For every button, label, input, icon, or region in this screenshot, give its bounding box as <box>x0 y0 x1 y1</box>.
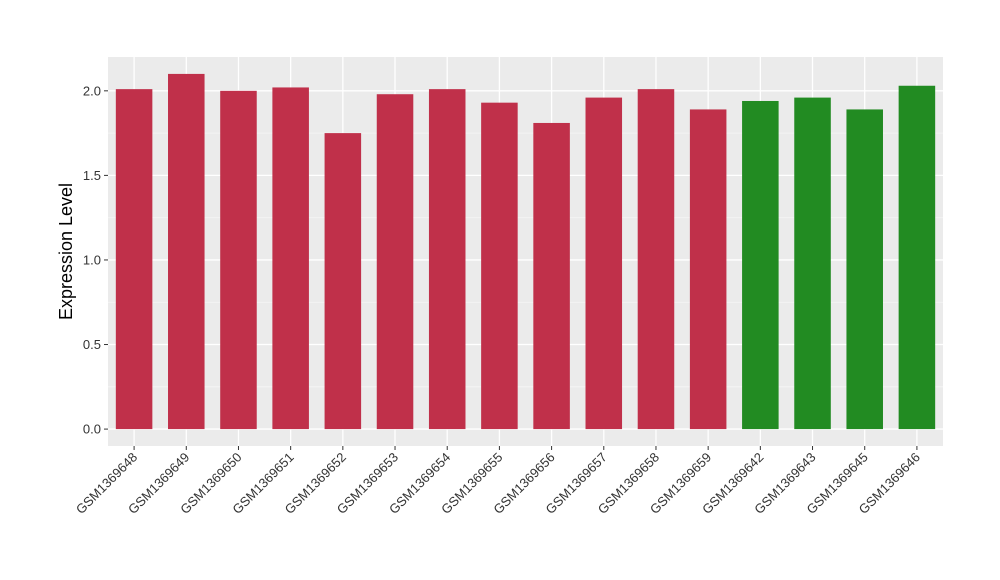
y-tick-label: 0.0 <box>83 422 101 437</box>
bar-GSM1369648 <box>115 89 153 430</box>
bar-GSM1369659 <box>689 109 727 430</box>
bar-GSM1369651 <box>272 87 309 430</box>
bar-GSM1369657 <box>585 97 623 430</box>
y-tick-label: 0.5 <box>83 337 101 352</box>
bar-GSM1369655 <box>481 102 518 430</box>
bar-GSM1369658 <box>637 89 675 430</box>
y-axis: 0.0 0.5 1.0 1.5 2.0 <box>83 83 108 437</box>
bar-GSM1369652 <box>324 133 362 430</box>
bar-GSM1369642 <box>742 100 779 430</box>
y-tick-label: 1.5 <box>83 168 101 183</box>
bar-GSM1369656 <box>533 122 570 430</box>
bar-GSM1369646 <box>898 85 936 430</box>
bars <box>115 73 936 430</box>
bar-GSM1369643 <box>794 97 831 430</box>
x-axis: GSM1369648GSM1369649GSM1369650GSM1369651… <box>73 446 923 517</box>
bar-GSM1369653 <box>376 94 414 430</box>
bar-GSM1369654 <box>428 89 466 430</box>
bar-GSM1369649 <box>168 73 205 430</box>
bar-GSM1369645 <box>846 109 883 430</box>
bar-GSM1369650 <box>220 90 257 430</box>
y-tick-label: 1.0 <box>83 252 101 267</box>
y-tick-label: 2.0 <box>83 83 101 98</box>
y-axis-title: Expression Level <box>56 183 76 320</box>
